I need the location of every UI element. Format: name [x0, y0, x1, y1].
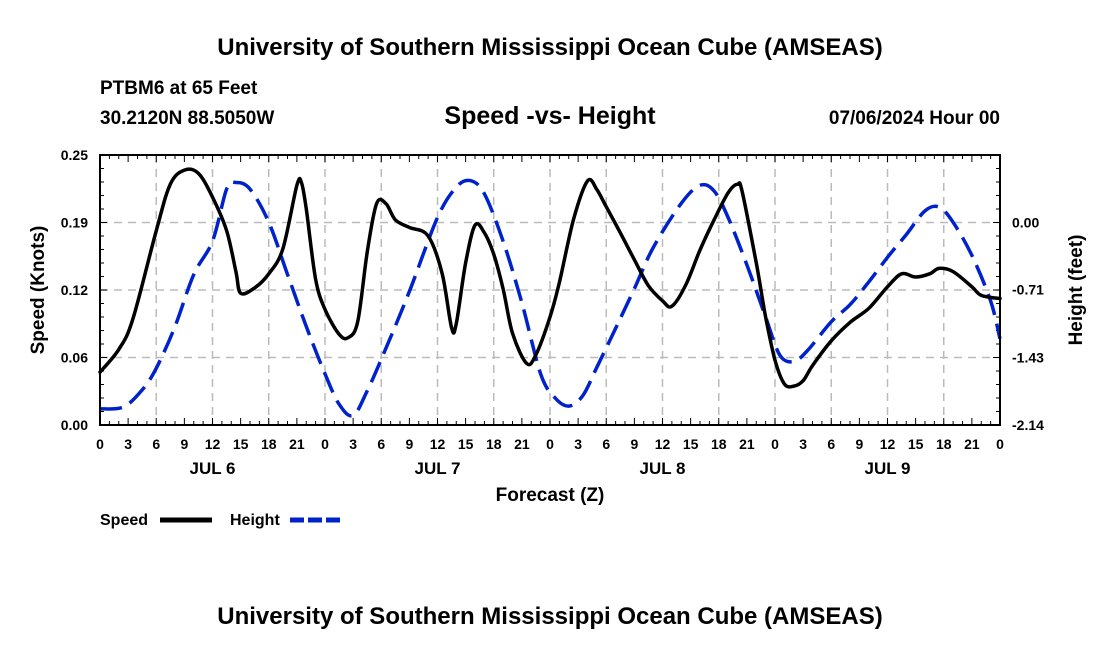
x-tick-label: 18	[261, 436, 277, 452]
x-tick-label: 6	[377, 436, 385, 452]
x-tick-label: 0	[321, 436, 329, 452]
x-tick-label: 12	[880, 436, 896, 452]
y2-axis-title: Height (feet)	[1066, 235, 1087, 346]
x-tick-label: 9	[630, 436, 638, 452]
x-tick-label: 0	[771, 436, 779, 452]
series-line-height	[99, 178, 1002, 418]
x-tick-label: 9	[855, 436, 863, 452]
y-tick-label: 0.25	[61, 147, 88, 163]
x-tick-label: 9	[180, 436, 188, 452]
x-tick-label: 6	[827, 436, 835, 452]
x-axis-title: Forecast (Z)	[496, 485, 605, 506]
x-tick-label: 15	[683, 436, 699, 452]
legend: Speed Height	[100, 512, 342, 529]
x-tick-label: 6	[152, 436, 160, 452]
day-label: JUL 9	[865, 459, 911, 478]
location-label: 30.2120N 88.5050W	[100, 108, 274, 129]
x-tick-label: 21	[289, 436, 305, 452]
y-axis-title: Speed (Knots)	[28, 226, 49, 355]
day-label: JUL 6	[190, 459, 236, 478]
x-tick-label: 15	[458, 436, 474, 452]
footer-title: University of Southern Mississippi Ocean…	[217, 603, 882, 630]
station-label: PTBM6 at 65 Feet	[100, 78, 258, 99]
y-tick-label: 0.12	[61, 282, 88, 298]
legend-label-speed: Speed	[100, 512, 148, 529]
x-tick-label: 21	[739, 436, 755, 452]
y2-tick-label: -2.14	[1012, 417, 1044, 433]
x-tick-label: 3	[574, 436, 582, 452]
series-lines	[98, 167, 1002, 418]
x-tick-label: 18	[486, 436, 502, 452]
chart-title: Speed -vs- Height	[444, 102, 656, 130]
grid-lines	[100, 155, 1000, 425]
y-tick-label: 0.00	[61, 417, 88, 433]
figure-title: University of Southern Mississippi Ocean…	[217, 34, 882, 61]
series-line-speed	[98, 167, 1002, 389]
y-tick-label: 0.06	[61, 350, 88, 366]
x-tick-label: 15	[233, 436, 249, 452]
legend-label-height: Height	[230, 512, 280, 529]
x-tick-label: 15	[908, 436, 924, 452]
x-tick-label: 18	[711, 436, 727, 452]
y2-tick-label: -0.71	[1012, 282, 1044, 298]
date-label: 07/06/2024 Hour 00	[829, 108, 1000, 129]
y2-tick-label: -1.43	[1012, 350, 1044, 366]
x-tick-label: 6	[602, 436, 610, 452]
day-label: JUL 8	[640, 459, 686, 478]
x-tick-label: 12	[430, 436, 446, 452]
x-tick-label: 21	[514, 436, 530, 452]
day-label: JUL 7	[415, 459, 461, 478]
plot-frame	[99, 154, 1001, 426]
y2-tick-label: 0.00	[1012, 214, 1039, 230]
x-tick-label: 21	[964, 436, 980, 452]
x-tick-label: 18	[936, 436, 952, 452]
x-tick-label: 12	[655, 436, 671, 452]
x-tick-label: 0	[546, 436, 554, 452]
y-tick-label: 0.19	[61, 215, 88, 231]
x-tick-label: 12	[205, 436, 221, 452]
x-tick-label: 9	[405, 436, 413, 452]
x-tick-label: 0	[96, 436, 104, 452]
x-tick-label: 3	[349, 436, 357, 452]
x-tick-label: 3	[799, 436, 807, 452]
tick-labels: 0 3 6 9 12 15 18 21 0 3 6 9 12 15 18 21 0 3 6 9 12 15 18 21 0 3 6 9…	[61, 147, 1044, 478]
x-tick-label: 0	[996, 436, 1004, 452]
x-tick-label: 3	[124, 436, 132, 452]
